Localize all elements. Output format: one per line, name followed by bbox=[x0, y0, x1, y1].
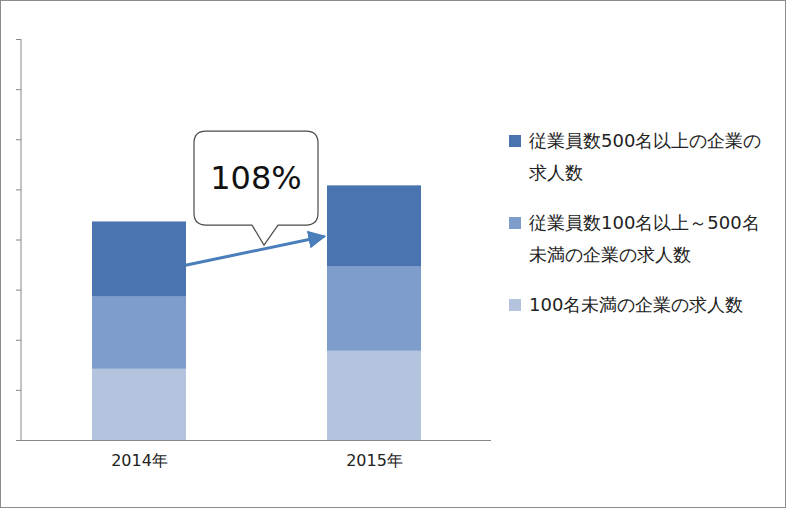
html-text:100名未満の企業の求人数: 100名未満の企業の求人数 bbox=[529, 294, 744, 315]
html-text:従業員数100名以上～500名未満の企業の求人数: 従業員数100名以上～500名未満の企業の求人数 bbox=[529, 212, 760, 265]
svg-text:2014年: 2014年 bbox=[111, 451, 168, 470]
svg-text:108%: 108% bbox=[210, 159, 301, 197]
html-text:従業員数500名以上の企業の求人数: 従業員数500名以上の企業の求人数 bbox=[529, 130, 762, 183]
svg-text:2015年: 2015年 bbox=[346, 451, 403, 470]
